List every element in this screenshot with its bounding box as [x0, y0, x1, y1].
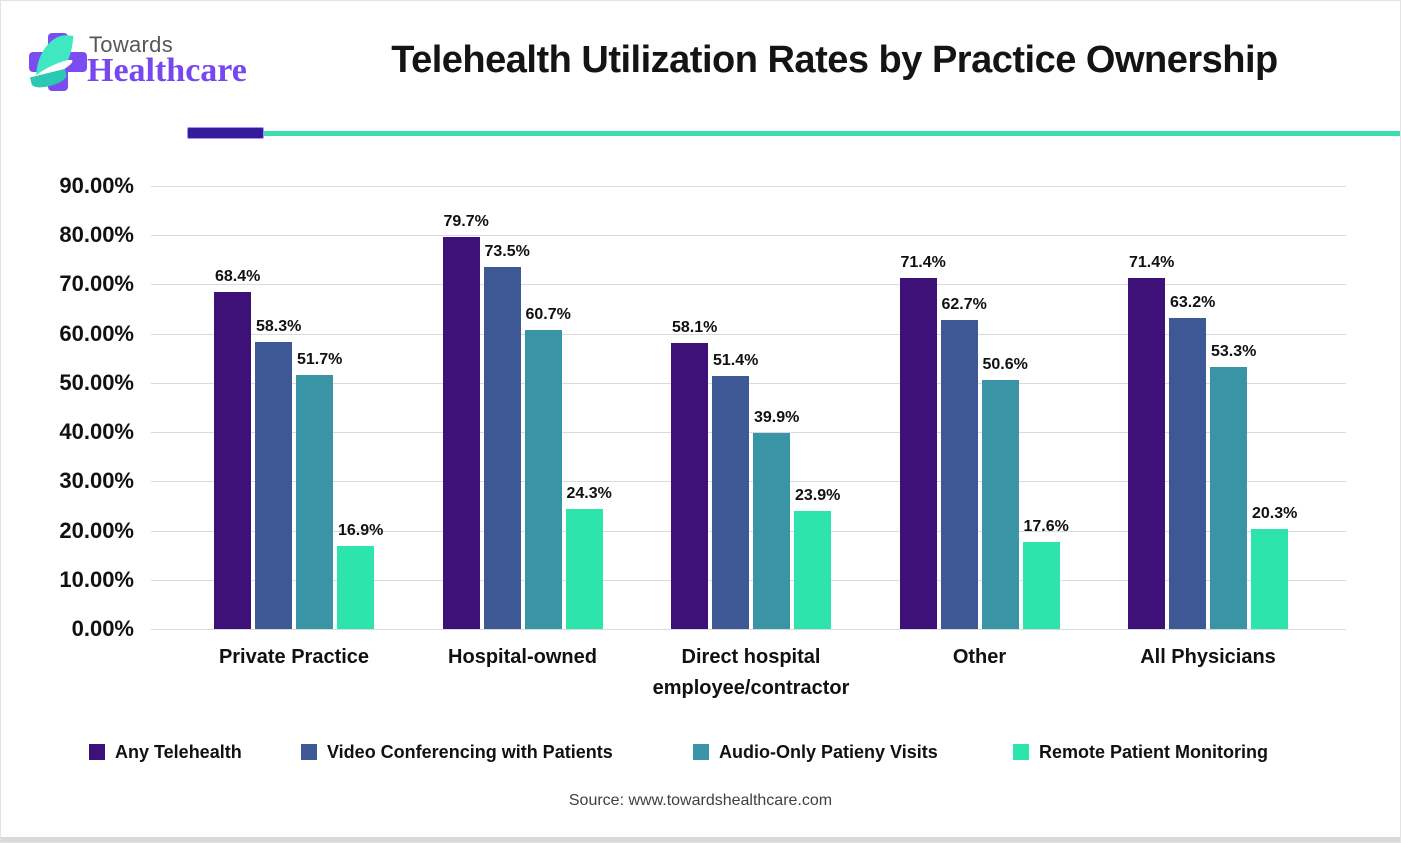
bar-value-label: 60.7% [525, 306, 571, 324]
bar-value-label: 50.6% [982, 355, 1028, 373]
bar [940, 320, 978, 629]
y-axis-tick-label: 0.00% [71, 616, 134, 641]
y-axis-tick-label: 60.00% [59, 320, 134, 346]
bar [1169, 317, 1206, 629]
y-axis-tick-label: 50.00% [59, 369, 134, 395]
bar [899, 277, 937, 629]
divider-accent [187, 127, 264, 139]
bar-value-label: 71.4% [900, 253, 946, 271]
bar [565, 509, 603, 629]
bar-value-label: 20.3% [1252, 505, 1298, 523]
gridline [151, 186, 1346, 187]
y-axis-tick-label: 40.00% [59, 419, 134, 445]
category-label: All Physicians [1140, 646, 1276, 668]
y-axis-tick-label: 20.00% [59, 517, 134, 543]
y-axis-tick-label: 70.00% [59, 271, 134, 297]
y-axis-tick-label: 90.00% [59, 173, 134, 198]
bar-value-label: 16.9% [338, 521, 384, 539]
bar [1251, 529, 1288, 629]
gridline [151, 333, 1346, 335]
bottom-strip [1, 837, 1400, 842]
divider-line [264, 131, 1400, 136]
towards-healthcare-logo: Towards Healthcare [1, 1, 291, 116]
bar [214, 292, 251, 629]
bar [1210, 366, 1247, 629]
bar [712, 375, 749, 629]
category-label: Hospital-owned [448, 646, 597, 668]
gridline [151, 284, 1346, 286]
bar [794, 511, 831, 629]
gridline [151, 629, 1346, 630]
y-axis-tick-label: 10.00% [59, 566, 134, 592]
bar [524, 330, 562, 629]
bar-value-label: 51.4% [713, 351, 759, 369]
bar-value-label: 73.5% [484, 243, 530, 261]
bar-value-label: 71.4% [1129, 253, 1175, 271]
bar [337, 545, 374, 629]
bar [483, 267, 521, 629]
bar [442, 236, 480, 629]
category-label: Other [952, 646, 1007, 668]
bar-value-label: 58.3% [256, 318, 302, 336]
logo-text-towards: Towards [89, 32, 174, 57]
bar [671, 343, 708, 629]
logo-text-healthcare: Healthcare [87, 52, 247, 89]
y-axis-tick-label: 80.00% [59, 222, 134, 248]
bar-value-label: 23.9% [795, 487, 841, 505]
bar [753, 432, 790, 629]
bar-value-label: 58.1% [672, 319, 718, 337]
gridline [151, 235, 1346, 237]
category-label: Private Practice [218, 646, 370, 668]
bar [1022, 542, 1060, 629]
bar [255, 342, 292, 629]
bar-value-label: 53.3% [1211, 342, 1257, 360]
bar-value-label: 24.3% [566, 485, 612, 503]
y-axis-tick-label: 30.00% [59, 468, 134, 494]
bar [981, 379, 1019, 629]
bar-value-label: 63.2% [1170, 293, 1216, 311]
source-text: Source: www.towardshealthcare.com [568, 792, 833, 809]
bar-value-label: 51.7% [297, 350, 343, 368]
bar-value-label: 17.6% [1023, 518, 1069, 536]
bar [296, 374, 333, 629]
chart-title: Telehealth Utilization Rates by Practice… [391, 39, 1278, 81]
bar [1128, 277, 1165, 629]
bar-value-label: 39.9% [754, 408, 800, 426]
category-label: Direct hospital employee/contractor [652, 646, 850, 699]
bar-value-label: 62.7% [941, 296, 987, 314]
bar-value-label: 68.4% [215, 268, 261, 286]
bar-value-label: 79.7% [443, 212, 489, 230]
